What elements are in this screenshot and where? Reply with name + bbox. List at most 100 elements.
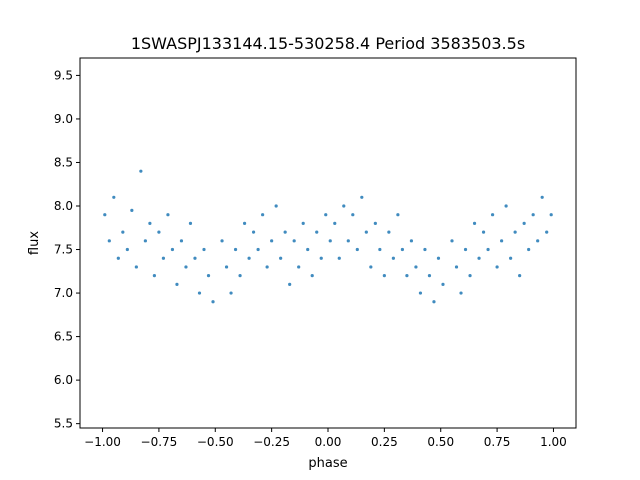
data-point <box>211 300 215 304</box>
data-point <box>427 274 432 278</box>
data-point <box>504 204 508 208</box>
data-point <box>179 239 184 243</box>
data-point <box>522 221 526 226</box>
data-point <box>306 247 310 252</box>
data-point <box>283 230 287 234</box>
data-point <box>545 230 549 234</box>
data-point <box>166 213 170 217</box>
x-tick-label: 0.00 <box>315 435 342 449</box>
data-point <box>500 239 504 243</box>
data-point <box>224 265 229 269</box>
x-tick-label: 1.00 <box>540 435 567 449</box>
data-point <box>247 256 251 260</box>
data-point <box>125 247 129 252</box>
data-point <box>161 256 166 260</box>
data-point <box>274 204 278 208</box>
data-point <box>261 213 265 217</box>
data-point <box>315 230 319 234</box>
data-point <box>490 213 495 217</box>
y-tick-label: 7.0 <box>54 286 73 300</box>
data-point <box>369 265 373 269</box>
y-tick-label: 7.5 <box>54 243 73 257</box>
data-point <box>206 274 211 278</box>
data-point <box>301 221 305 226</box>
data-point <box>148 221 152 226</box>
data-point <box>509 256 513 260</box>
data-point <box>121 230 125 234</box>
x-tick-label: 0.50 <box>427 435 454 449</box>
data-point <box>202 247 206 252</box>
data-point <box>252 230 256 234</box>
x-axis-label: phase <box>308 456 347 471</box>
data-point <box>418 291 423 295</box>
scatter-series <box>103 169 553 304</box>
y-tick-label: 5.5 <box>54 417 73 431</box>
data-point <box>382 274 386 278</box>
y-tick-label: 6.0 <box>54 373 73 387</box>
data-point <box>436 256 441 260</box>
data-point <box>409 239 414 243</box>
data-point <box>292 239 296 243</box>
data-point <box>396 213 400 217</box>
data-point <box>238 274 242 278</box>
data-point <box>288 282 292 286</box>
data-point <box>459 291 463 295</box>
data-point <box>333 221 337 226</box>
data-point <box>188 221 193 226</box>
y-tick-label: 8.0 <box>54 199 73 213</box>
data-point <box>310 274 314 278</box>
y-tick-label: 9.5 <box>54 68 73 82</box>
y-tick-label: 6.5 <box>54 330 73 344</box>
data-point <box>346 239 350 243</box>
x-tick-label: 0.75 <box>484 435 511 449</box>
data-point <box>152 274 156 278</box>
data-point <box>536 239 540 243</box>
data-point <box>468 274 472 278</box>
data-point <box>518 274 522 278</box>
data-point <box>378 247 382 252</box>
data-point <box>454 265 459 269</box>
data-point <box>256 247 260 252</box>
data-point <box>400 247 404 252</box>
data-point <box>265 265 269 269</box>
data-point <box>220 239 224 243</box>
data-point <box>387 230 391 234</box>
data-point <box>193 256 197 260</box>
data-point <box>143 239 147 243</box>
data-point <box>373 221 377 226</box>
data-point <box>116 256 120 260</box>
y-axis-label: flux <box>27 231 42 255</box>
data-point <box>463 247 468 252</box>
data-point <box>355 247 359 252</box>
data-point <box>549 213 553 217</box>
chart-title: 1SWASPJ133144.15-530258.4 Period 3583503… <box>131 34 525 53</box>
data-point <box>351 213 355 217</box>
data-point <box>527 247 531 252</box>
data-point <box>139 169 143 173</box>
data-point <box>495 265 499 269</box>
data-point <box>328 239 332 243</box>
data-point <box>184 265 188 269</box>
data-point <box>486 247 490 252</box>
data-point <box>157 230 161 234</box>
data-point <box>297 265 301 269</box>
data-point <box>441 282 445 286</box>
data-point <box>540 195 544 199</box>
data-point <box>170 247 175 252</box>
data-point <box>342 204 346 208</box>
data-point <box>197 291 202 295</box>
data-point <box>531 213 535 217</box>
data-point <box>229 291 233 295</box>
data-point <box>242 221 247 226</box>
data-point <box>175 282 179 286</box>
data-point <box>423 247 427 252</box>
data-point <box>481 230 486 234</box>
data-point <box>134 265 138 269</box>
y-tick-label: 9.0 <box>54 112 73 126</box>
data-point <box>405 274 409 278</box>
y-axis: 5.5 6.0 6.5 7.0 7.5 8.0 8.5 9.0 9.5 <box>54 68 80 431</box>
data-point <box>364 230 368 234</box>
y-tick-label: 8.5 <box>54 155 73 169</box>
